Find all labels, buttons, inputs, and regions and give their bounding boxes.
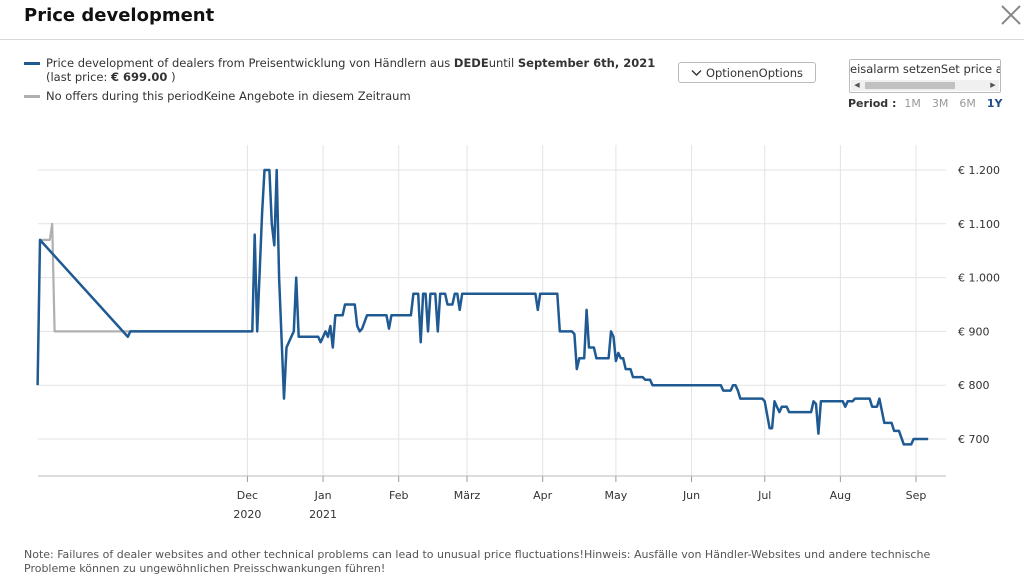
y-tick-label: € 1.100 — [958, 218, 1000, 231]
period-3m[interactable]: 3M — [931, 97, 949, 110]
legend-last-price-pre: (last price: — [46, 70, 112, 84]
period-6m[interactable]: 6M — [959, 97, 976, 110]
legend-last-price: € 699.00 — [111, 70, 168, 84]
x-tick-label: Feb — [389, 489, 408, 502]
price-alarm-box[interactable]: eisalarm setzenSet price a ◀ ▶ — [849, 59, 1001, 93]
dialog-title: Price development — [24, 5, 215, 26]
legend-item-price[interactable]: Price development of dealers from Preise… — [24, 56, 655, 84]
period-label: Period : — [848, 97, 897, 110]
x-tick-label: Apr — [533, 489, 553, 502]
x-tick-year-label: 2021 — [309, 508, 337, 521]
x-tick-label: März — [454, 489, 481, 502]
no-offers-swatch — [24, 95, 40, 98]
scroll-thumb[interactable] — [865, 82, 955, 89]
price-chart: Dec 2020 Jan 2021 Feb März Apr May Jun Jul Aug Sep €… — [36, 145, 1000, 521]
horizontal-scrollbar[interactable]: ◀ ▶ — [851, 80, 999, 91]
options-button[interactable]: OptionenOptions — [678, 62, 816, 83]
price-series-line — [36, 168, 929, 446]
price-alarm-label[interactable]: eisalarm setzenSet price a — [850, 62, 1001, 76]
y-tick-label: € 800 — [958, 379, 990, 392]
y-tick-label: € 1.200 — [958, 164, 1000, 177]
y-tick-label: € 1.000 — [958, 272, 1000, 285]
options-label: OptionenOptions — [705, 65, 804, 80]
series-swatch — [24, 62, 40, 65]
legend-no-offers-text: No offers during this periodKeine Angebo… — [46, 89, 411, 103]
legend-until: until — [488, 56, 518, 70]
x-tick-year-label: 2020 — [233, 508, 261, 521]
close-icon[interactable] — [999, 3, 1023, 27]
legend-item-no-offers[interactable]: No offers during this periodKeine Angebo… — [24, 89, 655, 103]
scroll-left-icon[interactable]: ◀ — [854, 81, 860, 89]
legend-series-text: Price development of dealers from Preise… — [46, 56, 454, 70]
x-tick-label: Sep — [906, 489, 927, 502]
period-selector: Period : 1M 3M 6M 1Y — [848, 97, 1003, 110]
x-tick-label: Jun — [682, 489, 700, 502]
legend-country: DEDE — [453, 56, 489, 70]
scroll-right-icon[interactable]: ▶ — [990, 81, 996, 89]
x-tick-label: Aug — [830, 489, 851, 502]
period-1m[interactable]: 1M — [904, 97, 921, 110]
x-tick-label: Jan — [314, 489, 332, 502]
x-tick-label: Jul — [757, 489, 771, 502]
disclaimer-note: Note: Failures of dealer websites and ot… — [24, 548, 931, 575]
x-tick-label: Dec — [237, 489, 258, 502]
period-1y[interactable]: 1Y — [986, 97, 1003, 110]
legend-last-price-post: ) — [167, 70, 176, 84]
header-divider — [0, 39, 1024, 40]
y-tick-label: € 700 — [958, 433, 990, 446]
chevron-down-icon — [691, 69, 702, 76]
legend-date: September 6th, 2021 — [517, 56, 656, 70]
x-tick-label: May — [605, 489, 628, 502]
y-tick-label: € 900 — [958, 325, 990, 338]
legend: Price development of dealers from Preise… — [24, 56, 655, 103]
